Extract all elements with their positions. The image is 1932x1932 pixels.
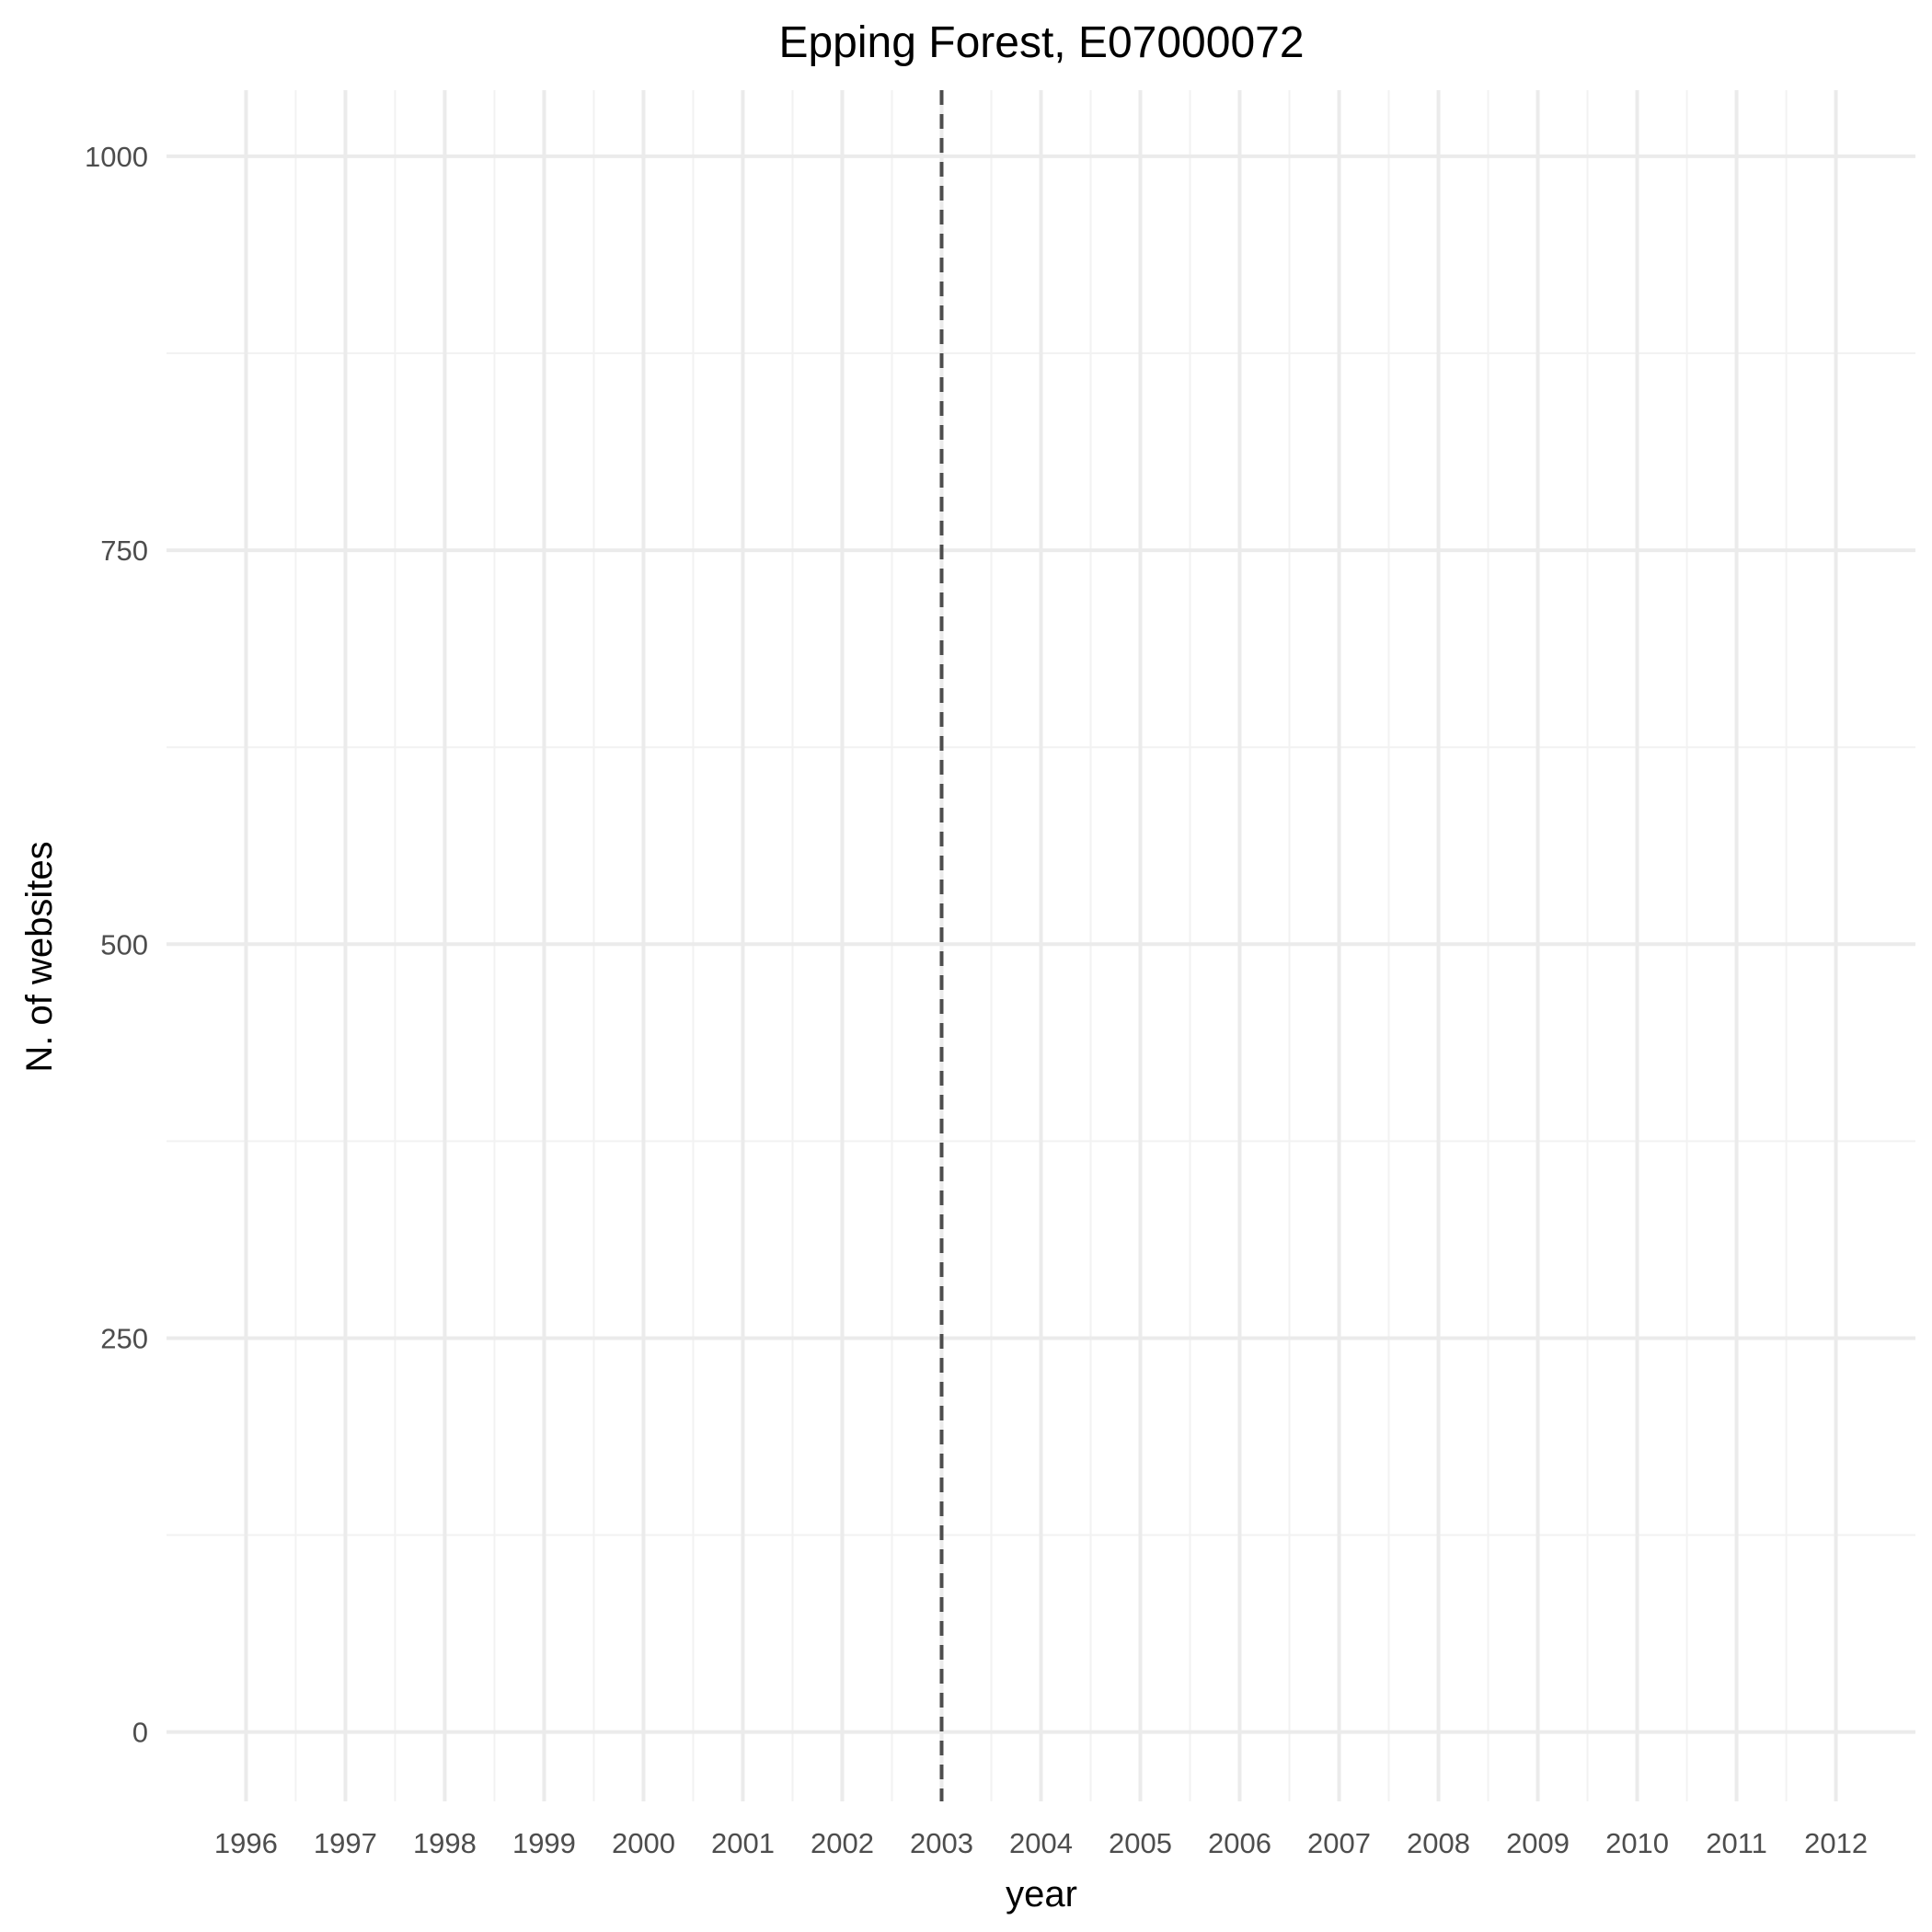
- x-tick-label: 2002: [811, 1827, 874, 1859]
- x-tick-label: 2008: [1407, 1827, 1470, 1859]
- y-tick-label: 250: [100, 1322, 148, 1354]
- x-tick-label: 2000: [612, 1827, 675, 1859]
- y-axis-title: N. of websites: [19, 841, 60, 1072]
- x-tick-label: 2005: [1109, 1827, 1172, 1859]
- x-tick-label: 1999: [512, 1827, 576, 1859]
- major-grid: [167, 90, 1915, 1801]
- x-tick-label: 1996: [214, 1827, 278, 1859]
- x-tick-label: 2004: [1009, 1827, 1073, 1859]
- x-axis-tick-labels: 1996 1997 1998 1999 2000 2001 2002 2003 2004 2005…: [214, 1827, 1868, 1859]
- chart-title: Epping Forest, E07000072: [778, 18, 1304, 67]
- x-tick-label: 2012: [1804, 1827, 1868, 1859]
- x-tick-label: 2009: [1506, 1827, 1570, 1859]
- x-tick-label: 2006: [1208, 1827, 1271, 1859]
- x-tick-label: 2007: [1307, 1827, 1371, 1859]
- x-tick-label: 2001: [711, 1827, 775, 1859]
- y-tick-label: 750: [100, 535, 148, 567]
- x-tick-label: 2003: [910, 1827, 973, 1859]
- y-tick-label: 500: [100, 928, 148, 960]
- y-tick-label: 1000: [85, 141, 148, 173]
- y-axis-tick-labels: 0 250 500 750 1000: [85, 141, 148, 1749]
- x-tick-label: 1998: [413, 1827, 477, 1859]
- x-tick-label: 2011: [1706, 1827, 1767, 1859]
- y-tick-label: 0: [132, 1717, 148, 1749]
- x-tick-label: 1997: [314, 1827, 377, 1859]
- x-tick-label: 2010: [1605, 1827, 1669, 1859]
- x-axis-title: year: [1006, 1874, 1077, 1915]
